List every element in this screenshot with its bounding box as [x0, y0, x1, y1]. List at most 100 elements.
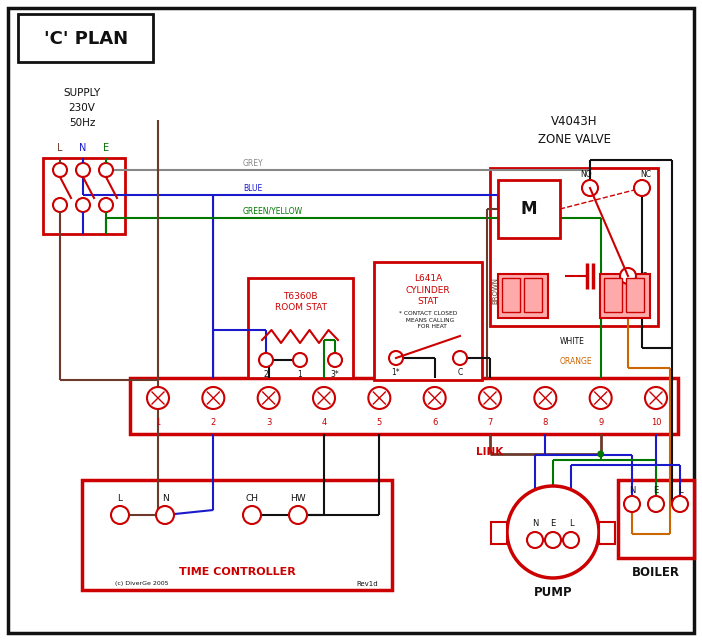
- Text: 4: 4: [322, 417, 326, 426]
- Text: N: N: [532, 519, 538, 528]
- Circle shape: [313, 387, 335, 409]
- Text: T6360B
ROOM STAT: T6360B ROOM STAT: [274, 292, 326, 312]
- Text: Rev1d: Rev1d: [356, 581, 378, 587]
- Circle shape: [479, 387, 501, 409]
- Bar: [491, 522, 507, 544]
- Text: 10: 10: [651, 417, 661, 426]
- Circle shape: [76, 163, 90, 177]
- Bar: [502, 278, 520, 312]
- Text: M: M: [521, 200, 537, 218]
- Circle shape: [389, 351, 403, 365]
- Text: HW: HW: [290, 494, 306, 503]
- Text: TIME CONTROLLER: TIME CONTROLLER: [178, 567, 296, 577]
- Circle shape: [534, 387, 556, 409]
- Circle shape: [453, 351, 467, 365]
- Text: C: C: [458, 367, 463, 376]
- Text: 1*: 1*: [392, 367, 400, 376]
- Text: 2: 2: [211, 417, 216, 426]
- Bar: [604, 278, 622, 312]
- Circle shape: [620, 268, 636, 284]
- Text: GREY: GREY: [243, 158, 264, 167]
- Text: NC: NC: [640, 169, 651, 178]
- Text: L641A
CYLINDER
STAT: L641A CYLINDER STAT: [406, 274, 450, 306]
- Circle shape: [590, 387, 611, 409]
- Text: (c) DiverGe 2005: (c) DiverGe 2005: [115, 581, 168, 587]
- Text: ORANGE: ORANGE: [560, 356, 592, 365]
- Text: L: L: [569, 519, 574, 528]
- Text: * CONTACT CLOSED
  MEANS CALLING
    FOR HEAT: * CONTACT CLOSED MEANS CALLING FOR HEAT: [399, 312, 457, 329]
- Bar: [490, 168, 658, 326]
- Circle shape: [111, 506, 129, 524]
- Text: SUPPLY
230V
50Hz: SUPPLY 230V 50Hz: [63, 88, 100, 128]
- Text: BROWN: BROWN: [492, 276, 498, 303]
- Text: N: N: [629, 485, 635, 494]
- Text: V4043H
ZONE VALVE: V4043H ZONE VALVE: [538, 115, 611, 146]
- Bar: [43, 158, 125, 234]
- Bar: [618, 480, 694, 558]
- Text: 7: 7: [487, 417, 493, 426]
- Circle shape: [582, 180, 598, 196]
- Text: PUMP: PUMP: [534, 585, 572, 599]
- Circle shape: [507, 486, 599, 578]
- Text: 1: 1: [298, 369, 303, 378]
- Circle shape: [563, 532, 579, 548]
- Circle shape: [634, 180, 650, 196]
- Text: GREEN/YELLOW: GREEN/YELLOW: [243, 206, 303, 215]
- Circle shape: [258, 387, 279, 409]
- Bar: [130, 378, 678, 434]
- Bar: [18, 14, 153, 62]
- Circle shape: [53, 198, 67, 212]
- Text: LINK: LINK: [477, 447, 503, 457]
- Text: 'C' PLAN: 'C' PLAN: [44, 30, 128, 48]
- Circle shape: [259, 353, 273, 367]
- Text: BLUE: BLUE: [243, 183, 263, 192]
- Circle shape: [289, 506, 307, 524]
- Text: 8: 8: [543, 417, 548, 426]
- Bar: [82, 480, 392, 590]
- Text: 6: 6: [432, 417, 437, 426]
- Text: N: N: [79, 143, 86, 153]
- Text: 3: 3: [266, 417, 272, 426]
- Circle shape: [147, 387, 169, 409]
- Circle shape: [624, 496, 640, 512]
- Text: 2: 2: [264, 369, 268, 378]
- Bar: [599, 522, 615, 544]
- Circle shape: [597, 451, 604, 458]
- Circle shape: [328, 353, 342, 367]
- Bar: [374, 262, 482, 380]
- Circle shape: [527, 532, 543, 548]
- Bar: [600, 274, 650, 318]
- Circle shape: [202, 387, 225, 409]
- Bar: [498, 180, 560, 238]
- Text: CH: CH: [246, 494, 258, 503]
- Circle shape: [99, 198, 113, 212]
- Text: WHITE: WHITE: [560, 337, 585, 345]
- Circle shape: [369, 387, 390, 409]
- Text: L: L: [58, 143, 62, 153]
- Bar: [524, 278, 542, 312]
- Text: E: E: [550, 519, 555, 528]
- Circle shape: [53, 163, 67, 177]
- Text: 3*: 3*: [331, 369, 339, 378]
- Circle shape: [156, 506, 174, 524]
- Circle shape: [645, 387, 667, 409]
- Text: BOILER: BOILER: [632, 565, 680, 578]
- Text: L: L: [117, 494, 123, 503]
- Bar: [626, 278, 644, 312]
- Circle shape: [243, 506, 261, 524]
- Bar: [498, 274, 548, 318]
- Text: C: C: [642, 272, 647, 281]
- Circle shape: [672, 496, 688, 512]
- Circle shape: [424, 387, 446, 409]
- Text: 5: 5: [377, 417, 382, 426]
- Circle shape: [648, 496, 664, 512]
- Text: 9: 9: [598, 417, 603, 426]
- Text: L: L: [677, 485, 682, 494]
- Text: E: E: [103, 143, 109, 153]
- Circle shape: [293, 353, 307, 367]
- Text: N: N: [161, 494, 168, 503]
- Bar: [248, 278, 353, 378]
- Text: 1: 1: [155, 417, 161, 426]
- Circle shape: [545, 532, 561, 548]
- Circle shape: [99, 163, 113, 177]
